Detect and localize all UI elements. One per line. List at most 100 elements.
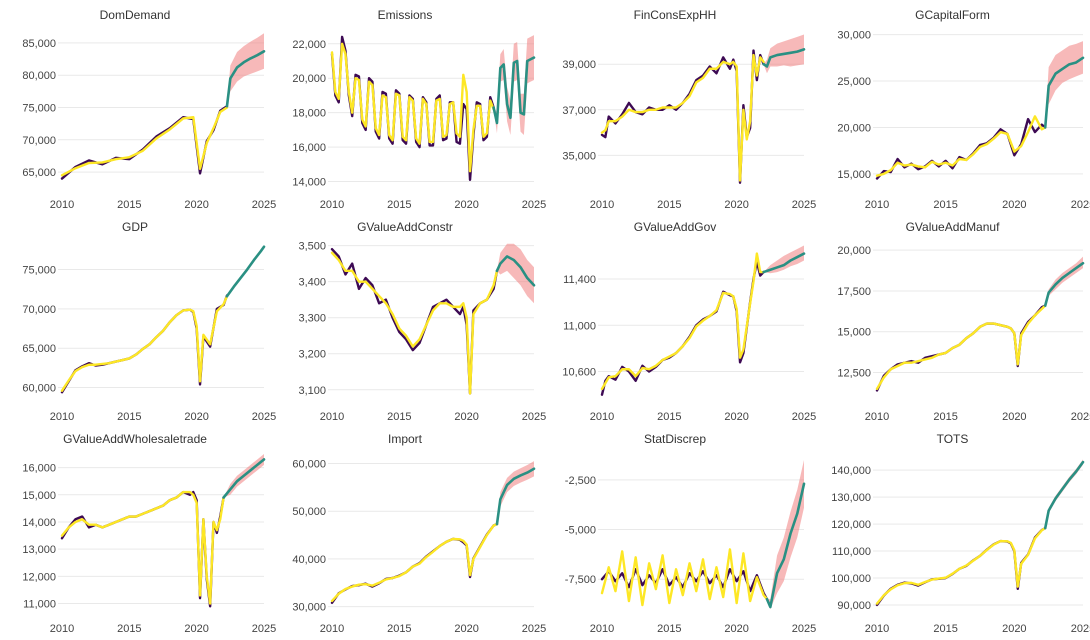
y-tick-label: 11,000 — [563, 320, 596, 332]
chart-title: GValueAddGov — [633, 220, 717, 234]
chart-title: GValueAddWholesaletrade — [63, 432, 207, 446]
y-tick-label: -5,000 — [565, 525, 596, 537]
chart-title: TOTS — [936, 432, 969, 446]
chart-plot: 10,600 11,000 11,400 2010 2015 2020 2025 — [562, 245, 816, 423]
x-tick-label: 2020 — [454, 411, 478, 423]
forecast-band — [766, 459, 804, 609]
x-tick-label: 2010 — [320, 623, 344, 635]
x-tick-label: 2020 — [724, 199, 748, 211]
y-tick-label: 3,300 — [298, 313, 326, 325]
chart-plot: 60,000 65,000 70,000 75,000 2010 2015 2020 2025 — [22, 245, 276, 423]
chart-title: GValueAddConstr — [357, 220, 453, 234]
forecast-line — [1043, 460, 1085, 530]
x-tick-label: 2010 — [320, 411, 344, 423]
forecast-band — [226, 33, 264, 108]
forecast-line — [495, 255, 536, 287]
chart-plot: 35,000 37,000 39,000 2010 2015 2020 2025 — [562, 34, 816, 211]
x-tick-label: 2015 — [933, 411, 957, 423]
y-tick-label: 11,400 — [563, 274, 596, 286]
y-tick-label: 140,000 — [831, 465, 871, 477]
y-tick-label: 50,000 — [292, 506, 326, 518]
y-tick-label: 30,000 — [292, 602, 326, 614]
fitted-line — [60, 106, 229, 177]
x-tick-label: 2025 — [522, 411, 546, 423]
x-tick-label: 2010 — [865, 623, 889, 635]
x-tick-label: 2010 — [320, 199, 344, 211]
y-tick-label: 39,000 — [562, 59, 596, 71]
y-tick-label: 60,000 — [292, 459, 326, 471]
x-tick-label: 2010 — [590, 199, 614, 211]
fitted-line — [60, 295, 229, 392]
x-tick-label: 2015 — [387, 623, 411, 635]
chart-panel-gvalueaddmanuf: GValueAddManuf 12,500 15,000 17,500 20,000 20… — [815, 212, 1090, 424]
y-tick-label: 15,000 — [837, 327, 871, 339]
forecast-band — [496, 243, 534, 304]
y-tick-label: 15,000 — [22, 490, 56, 502]
chart-panel-emissions: Emissions 14,000 16,000 18,000 20,000 22,000 2… — [270, 0, 546, 212]
x-tick-label: 2015 — [657, 411, 681, 423]
y-tick-label: 100,000 — [831, 573, 871, 585]
forecast-band — [496, 461, 534, 525]
y-tick-label: 40,000 — [292, 554, 326, 566]
chart-title: Emissions — [377, 8, 433, 22]
y-tick-label: 11,000 — [23, 599, 56, 611]
x-tick-label: 2020 — [724, 411, 748, 423]
x-tick-label: 2020 — [1002, 411, 1026, 423]
forecast-line — [1043, 261, 1085, 307]
x-tick-label: 2010 — [865, 199, 889, 211]
chart-plot: 15,000 20,000 25,000 30,000 2010 2015 2020 2025 — [837, 30, 1090, 211]
forecast-band — [1045, 256, 1083, 306]
y-tick-label: 20,000 — [837, 122, 871, 134]
y-tick-label: 130,000 — [831, 492, 871, 504]
chart-title: GValueAddManuf — [905, 220, 1000, 234]
chart-title: StatDiscrep — [643, 432, 707, 446]
chart-title: GCapitalForm — [915, 8, 990, 22]
actual-line — [60, 105, 229, 180]
y-tick-label: 15,000 — [837, 169, 871, 181]
actual-line — [600, 260, 765, 396]
x-tick-label: 2025 — [522, 199, 546, 211]
chart-title: Import — [387, 432, 422, 446]
x-tick-label: 2020 — [184, 199, 208, 211]
x-tick-label: 2010 — [590, 411, 614, 423]
y-tick-label: 25,000 — [837, 76, 871, 88]
chart-title: GDP — [121, 220, 148, 234]
fitted-line — [330, 42, 495, 173]
forecast-line — [225, 50, 266, 108]
y-tick-label: 85,000 — [22, 38, 56, 50]
y-tick-label: 65,000 — [22, 167, 56, 179]
x-tick-label: 2020 — [724, 623, 748, 635]
chart-panel-gdp: GDP 60,000 65,000 70,000 75,000 2010 2015 2020 2… — [0, 212, 276, 424]
chart-plot: -7,500 -5,000 -2,500 2010 2015 2020 2025 — [565, 459, 816, 635]
y-tick-label: 3,400 — [298, 277, 326, 289]
x-tick-label: 2025 — [252, 411, 276, 423]
fitted-line — [600, 252, 765, 391]
x-tick-label: 2015 — [657, 623, 681, 635]
chart-panel-domdemand: DomDemand 65,000 70,000 75,000 80,000 85,000 2… — [0, 0, 276, 212]
y-tick-label: 30,000 — [837, 30, 871, 42]
y-tick-label: 3,500 — [298, 241, 326, 253]
y-tick-label: 14,000 — [22, 517, 56, 529]
y-tick-label: 16,000 — [292, 142, 326, 154]
y-tick-label: 16,000 — [22, 463, 56, 475]
x-tick-label: 2010 — [865, 411, 889, 423]
y-tick-label: -7,500 — [565, 574, 596, 586]
chart-title: FinConsExpHH — [633, 8, 717, 22]
y-tick-label: 120,000 — [831, 519, 871, 531]
x-tick-label: 2020 — [1002, 623, 1026, 635]
x-tick-label: 2020 — [184, 411, 208, 423]
chart-panel-import: Import 30,000 40,000 50,000 60,000 2010 2015 20… — [270, 424, 546, 636]
y-tick-label: 12,500 — [837, 368, 871, 380]
y-tick-label: 90,000 — [837, 600, 871, 612]
y-tick-label: 80,000 — [22, 70, 56, 82]
y-tick-label: 60,000 — [22, 383, 56, 395]
chart-plot: 3,100 3,200 3,300 3,400 3,500 2010 2015 2020 202… — [298, 241, 546, 423]
x-tick-label: 2015 — [117, 411, 141, 423]
y-tick-label: 3,200 — [298, 349, 326, 361]
chart-plot: 65,000 70,000 75,000 80,000 85,000 2010 2015 20… — [22, 33, 276, 211]
fitted-line — [60, 490, 225, 605]
fitted-line — [600, 548, 769, 607]
forecast-line — [1043, 56, 1085, 129]
x-tick-label: 2015 — [117, 199, 141, 211]
